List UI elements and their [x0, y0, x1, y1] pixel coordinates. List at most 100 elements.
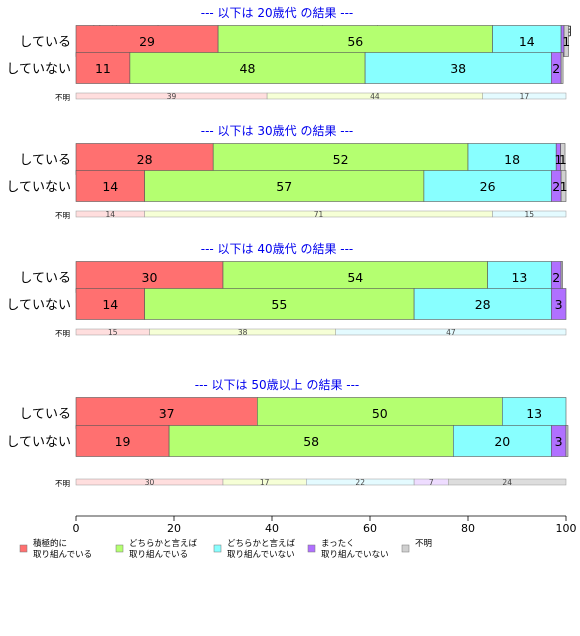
data-label: 58	[303, 434, 319, 449]
legend-label: 積極的に	[33, 538, 67, 549]
panel-title: --- 以下は 20歳代 の結果 ---	[201, 6, 354, 20]
bar-segment	[129, 52, 366, 84]
unknown-value-label: 39	[167, 92, 177, 101]
bar-segment	[364, 52, 552, 84]
data-label: 3	[555, 434, 563, 449]
data-label: 19	[115, 434, 131, 449]
data-label: 2	[552, 61, 560, 76]
data-label: 29	[139, 34, 155, 49]
data-label: 48	[240, 61, 256, 76]
data-label: 11	[95, 61, 111, 76]
legend-swatch	[115, 544, 124, 553]
unknown-label: 不明	[55, 211, 70, 220]
bar-segment	[565, 425, 569, 457]
unknown-value-label: 7	[429, 478, 434, 487]
legend-swatch	[307, 544, 316, 553]
bar-segment	[560, 52, 564, 84]
bar-segment	[75, 425, 170, 457]
row-label: していない	[6, 298, 71, 313]
unknown-value-label: 44	[370, 92, 380, 101]
bar-segment	[560, 261, 563, 293]
row-label: していない	[6, 180, 71, 195]
data-label: 50	[372, 406, 388, 421]
unknown-value-label: 14	[106, 210, 116, 219]
unknown-value-label: 71	[314, 210, 324, 219]
unknown-value-label: 17	[520, 92, 530, 101]
legend-label: まったく	[321, 539, 355, 549]
data-label: 14	[102, 179, 118, 194]
legend-label: 取り組んでいない	[227, 549, 295, 560]
unknown-label: 不明	[55, 329, 70, 338]
legend-swatch	[213, 544, 222, 553]
bar-segment	[75, 288, 145, 320]
row-label: している	[19, 271, 71, 286]
bar-segment	[75, 170, 145, 202]
bar-segment	[560, 170, 567, 202]
legend-label: 取り組んでいる	[129, 549, 188, 560]
legend-label: 取り組んでいる	[33, 549, 92, 560]
row-label: していない	[6, 62, 71, 77]
unknown-label: 不明	[55, 93, 70, 102]
data-label: 30	[142, 270, 158, 285]
unknown-value-label: 17	[260, 478, 270, 487]
data-label: 1	[560, 179, 568, 194]
unknown-value-label: 15	[108, 328, 118, 337]
data-label: 57	[276, 179, 292, 194]
panel-title: --- 以下は 30歳代 の結果 ---	[201, 124, 354, 138]
panel-title: --- 以下は 50歳以上 の結果 ---	[195, 378, 360, 392]
x-tick-label: 40	[265, 522, 279, 535]
bar-segment	[563, 25, 569, 57]
bar-segment	[413, 288, 552, 320]
legend-label: どちらかと言えば	[129, 538, 198, 549]
data-label: 28	[137, 152, 153, 167]
row-label: している	[19, 35, 71, 50]
bar-segment	[217, 25, 493, 57]
data-label: 54	[347, 270, 363, 285]
data-label: 14	[102, 297, 118, 312]
bar-segment	[144, 170, 425, 202]
legend-swatch	[19, 544, 28, 553]
panel-title: --- 以下は 40歳代 の結果 ---	[201, 242, 354, 256]
unknown-segment	[335, 328, 567, 336]
unknown-segment	[482, 92, 567, 100]
data-label: 18	[504, 152, 520, 167]
data-label: 26	[480, 179, 496, 194]
unknown-value-label: 38	[238, 328, 248, 337]
x-tick-label: 20	[167, 522, 181, 535]
data-label: 28	[475, 297, 491, 312]
data-label: 1	[554, 152, 562, 167]
unknown-value-label: 24	[502, 478, 512, 487]
data-label: 13	[511, 270, 527, 285]
unknown-segment	[492, 210, 567, 218]
bar-segment	[501, 397, 567, 429]
unknown-value-label: 47	[446, 328, 456, 337]
bar-segment	[256, 397, 503, 429]
data-label: 1	[559, 152, 567, 167]
unknown-segment	[448, 478, 567, 486]
x-tick-label: 0	[73, 522, 80, 535]
legend-label: どちらかと言えば	[227, 538, 296, 549]
data-label: 14	[519, 34, 535, 49]
bar-segment	[550, 288, 567, 320]
bar-segment	[144, 288, 415, 320]
legend-label: 取り組んでいない	[321, 549, 389, 560]
legend-label: 不明	[415, 539, 432, 549]
bar-segment	[222, 261, 488, 293]
data-label: 3	[555, 297, 563, 312]
row-label: していない	[6, 435, 71, 450]
bar-segment	[487, 261, 552, 293]
data-label: 56	[347, 34, 363, 49]
data-label: 37	[159, 406, 175, 421]
data-label: 20	[494, 434, 510, 449]
x-tick-label: 60	[363, 522, 377, 535]
row-label: している	[19, 153, 71, 168]
bar-segment	[75, 397, 258, 429]
data-label: 1	[562, 34, 570, 49]
bar-segment	[168, 425, 454, 457]
bar-segment	[492, 25, 562, 57]
row-label: している	[19, 407, 71, 422]
data-label: 13	[526, 406, 542, 421]
bar-segment	[75, 261, 224, 293]
x-tick-label: 80	[461, 522, 475, 535]
